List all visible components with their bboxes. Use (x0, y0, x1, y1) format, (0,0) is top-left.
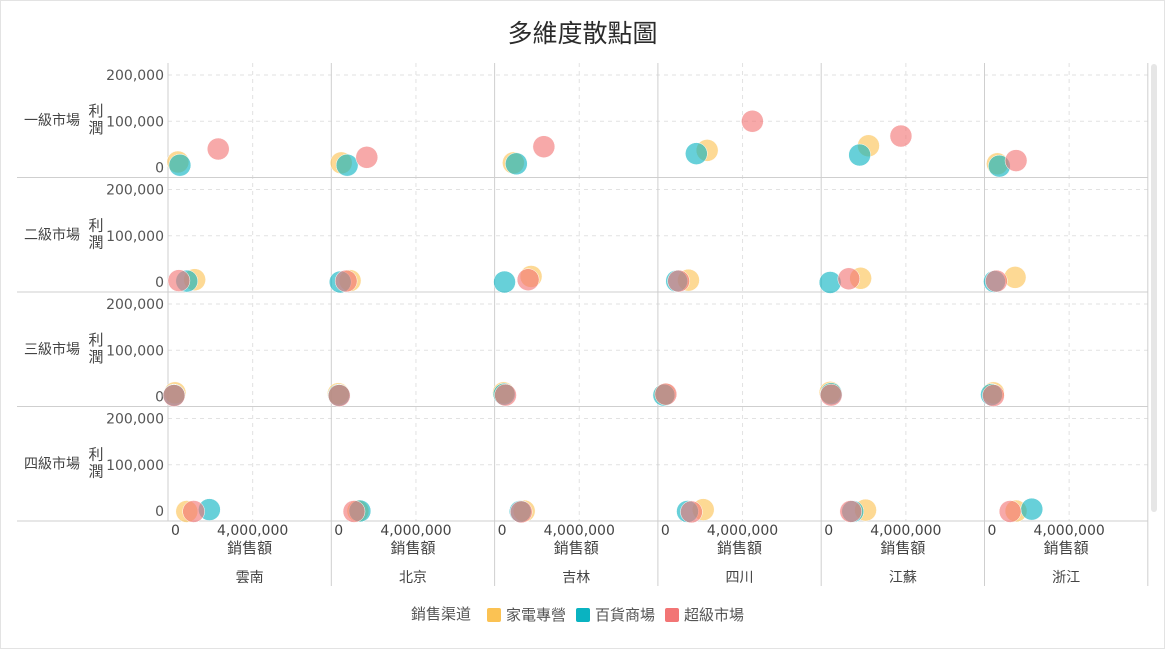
data-point[interactable] (162, 384, 186, 407)
data-point[interactable] (985, 269, 1008, 293)
y-axis-title: 利 (88, 217, 103, 235)
x-tick-label: 0 (334, 523, 343, 539)
data-point[interactable] (848, 143, 871, 167)
y-tick-label: 100,000 (106, 114, 164, 130)
data-point[interactable] (741, 110, 764, 133)
row-label: 一級市場 (24, 112, 80, 129)
legend-label: 家電專營 (505, 606, 566, 624)
y-tick-label: 200,000 (106, 297, 164, 313)
y-axis-title: 潤 (88, 119, 103, 137)
y-axis-title: 利 (88, 102, 103, 120)
y-axis-title: 潤 (88, 348, 103, 366)
data-point[interactable] (509, 500, 533, 524)
row-label: 三級市場 (24, 341, 80, 358)
y-axis-title: 潤 (88, 463, 103, 481)
data-point[interactable] (998, 500, 1022, 523)
data-point[interactable] (494, 383, 517, 407)
legend-label: 超級市場 (684, 606, 745, 624)
data-point[interactable] (1020, 497, 1044, 521)
y-tick-label: 100,000 (106, 458, 164, 474)
y-axis-title: 利 (88, 331, 103, 349)
data-point[interactable] (328, 384, 351, 407)
x-tick-label: 4,000,000 (707, 523, 778, 539)
data-point[interactable] (680, 500, 703, 524)
data-point[interactable] (335, 153, 359, 177)
x-axis-title: 銷售額 (390, 539, 435, 557)
column-label: 江蘇 (889, 570, 917, 586)
data-point[interactable] (516, 268, 540, 291)
legend-swatch (576, 608, 590, 622)
data-point[interactable] (505, 152, 528, 176)
x-tick-label: 4,000,000 (870, 523, 941, 539)
y-axis-title: 利 (88, 446, 103, 464)
column-label: 雲南 (236, 570, 264, 586)
y-tick-label: 100,000 (106, 229, 164, 245)
legend-title: 銷售渠道 (410, 605, 471, 623)
x-axis-title: 銷售額 (227, 539, 272, 557)
legend-swatch (665, 608, 680, 622)
row-label: 二級市場 (24, 227, 80, 244)
data-point[interactable] (334, 269, 358, 293)
x-axis-title: 銷售額 (1044, 539, 1089, 557)
y-tick-label: 100,000 (106, 343, 164, 359)
legend-swatch (486, 608, 501, 622)
data-point[interactable] (654, 382, 678, 406)
data-point[interactable] (182, 500, 205, 523)
y-axis-title: 潤 (88, 234, 103, 252)
legend: 銷售渠道 家電專營 百貨商場 超級市場 (0, 603, 1165, 625)
vertical-scrollbar[interactable] (1151, 64, 1157, 512)
scatter-matrix[interactable]: 0 100,000 200,000 0 100,000 200,000 0 100,000 20… (0, 0, 1165, 600)
data-point[interactable] (982, 384, 1005, 407)
data-point[interactable] (667, 269, 690, 293)
chart-title: 多維度散點圖 (507, 19, 658, 48)
x-tick-label: 4,000,000 (380, 523, 451, 539)
x-tick-label: 0 (988, 523, 997, 539)
legend-item[interactable]: 家電專營 (486, 604, 566, 625)
data-point[interactable] (685, 142, 708, 165)
data-point[interactable] (1004, 149, 1028, 172)
x-tick-label: 0 (171, 523, 180, 539)
x-axis-title: 銷售額 (880, 539, 925, 557)
y-tick-label: 200,000 (106, 412, 164, 428)
legend-label: 百貨商場 (595, 606, 656, 624)
data-point[interactable] (532, 135, 556, 158)
x-tick-label: 4,000,000 (544, 523, 615, 539)
y-tick-label: 0 (155, 275, 164, 291)
y-tick-label: 0 (155, 161, 164, 177)
data-point[interactable] (837, 267, 861, 291)
x-tick-label: 0 (824, 523, 833, 539)
x-tick-label: 4,000,000 (1034, 523, 1105, 539)
data-point[interactable] (342, 500, 366, 523)
y-tick-label: 0 (155, 390, 164, 406)
data-point[interactable] (167, 269, 191, 292)
x-axis-title: 銷售額 (554, 539, 599, 557)
data-point[interactable] (889, 124, 913, 148)
column-label: 北京 (399, 570, 427, 586)
legend-item[interactable]: 超級市場 (665, 604, 744, 625)
x-tick-label: 4,000,000 (217, 523, 288, 539)
y-tick-label: 200,000 (106, 68, 164, 84)
data-point[interactable] (355, 146, 379, 169)
x-tick-label: 0 (498, 523, 507, 539)
column-label: 吉林 (562, 570, 590, 586)
data-point[interactable] (1003, 266, 1027, 289)
column-label: 浙江 (1052, 570, 1080, 586)
y-tick-label: 200,000 (106, 183, 164, 199)
data-point[interactable] (206, 137, 230, 161)
data-point[interactable] (168, 153, 192, 177)
y-tick-label: 0 (155, 504, 164, 520)
row-label: 四級市場 (24, 456, 80, 473)
data-point[interactable] (818, 271, 842, 294)
x-axis-title: 銷售額 (717, 539, 762, 557)
column-label: 四川 (726, 570, 754, 586)
data-point[interactable] (819, 383, 843, 407)
data-point[interactable] (493, 270, 516, 294)
x-tick-label: 0 (661, 523, 670, 539)
legend-item[interactable]: 百貨商場 (576, 604, 655, 625)
data-point[interactable] (839, 500, 863, 523)
